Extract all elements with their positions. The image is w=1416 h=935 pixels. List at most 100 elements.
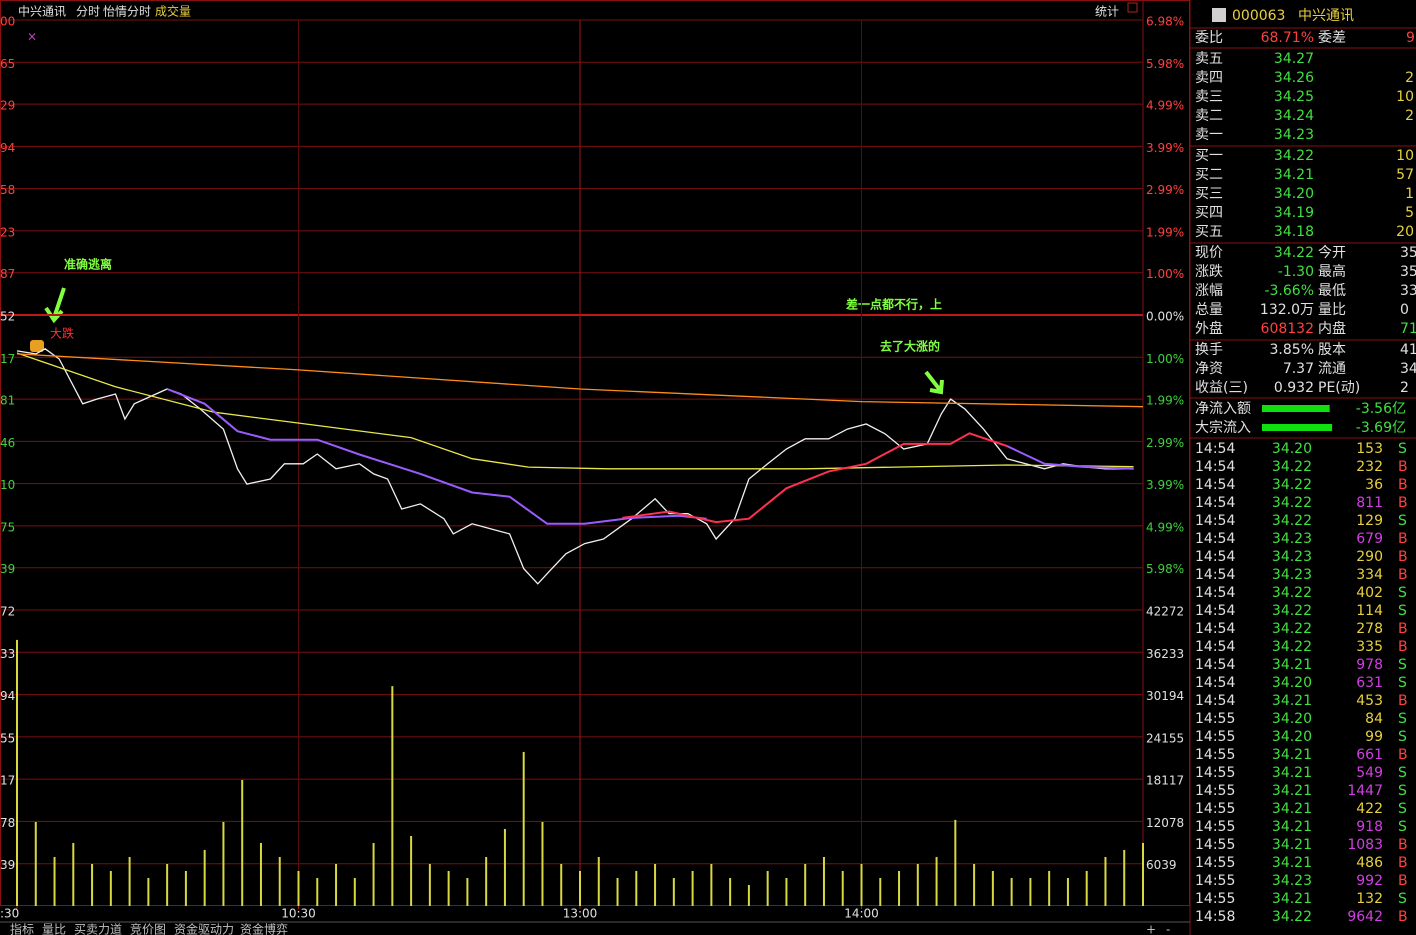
order-label: 买一 xyxy=(1195,148,1223,164)
volume-bar xyxy=(1104,856,1107,906)
trade-price: 34.21 xyxy=(1272,819,1312,835)
trade-price: 34.22 xyxy=(1272,477,1312,493)
y-left-label: 10 xyxy=(0,478,15,492)
y-left-label: 81 xyxy=(0,394,15,408)
bottom-tab[interactable]: 指标 xyxy=(10,922,34,935)
volume-bar xyxy=(973,863,976,906)
trade-price: 34.21 xyxy=(1272,693,1312,709)
trade-side: B xyxy=(1398,477,1408,493)
trade-volume: 36 xyxy=(1365,477,1383,493)
volume-bar xyxy=(579,870,581,906)
trade-time: 14:55 xyxy=(1195,711,1235,727)
order-label: 卖五 xyxy=(1195,51,1223,67)
trade-time: 14:54 xyxy=(1195,621,1235,637)
order-label: 卖二 xyxy=(1195,108,1223,124)
y-tick-label: 36233 xyxy=(1146,647,1184,661)
order-label: 买三 xyxy=(1195,186,1223,202)
stat-label: 收益(三) xyxy=(1195,380,1248,396)
bottom-tab[interactable]: 资金驱动力 xyxy=(174,922,234,935)
stock-code: 000063 xyxy=(1232,8,1285,24)
volume-bar xyxy=(34,821,37,906)
trade-price: 34.21 xyxy=(1272,657,1312,673)
stat-value: -3.66% xyxy=(1264,283,1314,299)
trade-side: S xyxy=(1398,819,1407,835)
order-price: 34.22 xyxy=(1274,148,1314,164)
bottom-tab[interactable]: 量比 xyxy=(42,923,66,935)
window-button[interactable] xyxy=(1127,2,1138,13)
volume-bar xyxy=(879,877,882,906)
stat-value: 33 xyxy=(1400,283,1416,299)
flow-label: 净流入额 xyxy=(1195,401,1251,417)
bottom-tab[interactable]: 竞价图 xyxy=(130,923,166,935)
stat-value: 35 xyxy=(1400,245,1416,261)
annotation: 去了大涨的 xyxy=(880,339,940,354)
volume-bar xyxy=(447,870,450,906)
volume-bar xyxy=(53,856,56,906)
order-qty: 20 xyxy=(1396,224,1414,240)
stat-value: 3.85% xyxy=(1270,342,1314,358)
volume-bar xyxy=(91,863,94,906)
volume-bar xyxy=(241,779,244,906)
trade-side: B xyxy=(1398,549,1408,565)
y-left-label: 78 xyxy=(0,816,15,830)
order-label: 买四 xyxy=(1195,205,1223,221)
bottom-tab[interactable]: 买卖力道 xyxy=(74,923,122,935)
trade-time: 14:54 xyxy=(1195,477,1235,493)
volume-bar xyxy=(822,856,825,906)
volume-bar xyxy=(278,856,281,906)
volume-bar xyxy=(1085,870,1088,906)
trade-side: B xyxy=(1398,873,1408,889)
trade-side: B xyxy=(1398,693,1408,709)
trade-volume: 132 xyxy=(1356,891,1383,907)
tab[interactable]: 成交量 xyxy=(155,4,191,19)
stat-label: 今开 xyxy=(1318,245,1346,261)
stat-value: 34. xyxy=(1400,361,1416,377)
order-qty: 57 xyxy=(1396,167,1414,183)
volume-bar xyxy=(410,835,413,906)
volume-bar xyxy=(372,842,375,906)
trade-price: 34.22 xyxy=(1272,513,1312,529)
trade-time: 14:54 xyxy=(1195,567,1235,583)
y-left-label: 17 xyxy=(0,352,15,366)
trade-price: 34.20 xyxy=(1272,441,1312,457)
flow-value: -3.56亿 xyxy=(1356,401,1406,417)
trade-price: 34.21 xyxy=(1272,891,1312,907)
cursor-mark: × xyxy=(27,30,37,44)
stat-label: 内盘 xyxy=(1318,320,1346,337)
logo xyxy=(1212,8,1226,22)
trade-side: B xyxy=(1398,837,1408,853)
stat-value: 132.0万 xyxy=(1260,302,1314,318)
stat-label: 涨跌 xyxy=(1195,264,1223,280)
zoom-button[interactable]: - xyxy=(1166,923,1170,935)
y-left-label: 87 xyxy=(0,267,15,281)
tab[interactable]: 分时 xyxy=(76,5,100,19)
trade-volume: 486 xyxy=(1356,855,1383,871)
trade-time: 14:54 xyxy=(1195,675,1235,691)
bottom-tab[interactable]: 资金博弈 xyxy=(240,922,288,935)
order-label: 卖四 xyxy=(1195,70,1223,86)
stat-label: 流通 xyxy=(1318,361,1346,377)
stat-value: 34.22 xyxy=(1274,245,1314,261)
stat-label: 涨幅 xyxy=(1195,283,1223,299)
trade-price: 34.23 xyxy=(1272,873,1312,889)
volume-bar xyxy=(72,842,75,906)
trade-side: S xyxy=(1398,711,1407,727)
zoom-button[interactable]: + xyxy=(1146,923,1156,935)
price-line xyxy=(16,353,1144,408)
annotation: 差一点都不行，上 xyxy=(845,297,942,312)
trade-side: B xyxy=(1398,747,1408,763)
stat-button[interactable]: 统计 xyxy=(1095,5,1119,19)
y-tick-label: 5.98% xyxy=(1146,57,1184,71)
tab[interactable]: 怡情分时 xyxy=(103,5,151,19)
volume-bar xyxy=(128,856,131,906)
volume-bar xyxy=(785,877,788,906)
trade-side: B xyxy=(1398,909,1408,925)
trade-volume: 1083 xyxy=(1347,837,1383,853)
trade-price: 34.23 xyxy=(1272,531,1312,547)
trade-volume: 422 xyxy=(1356,801,1383,817)
trade-side: B xyxy=(1398,459,1408,475)
flow-bar xyxy=(1262,405,1330,412)
volume-bar xyxy=(747,884,750,906)
stat-label: 最高 xyxy=(1318,263,1346,280)
